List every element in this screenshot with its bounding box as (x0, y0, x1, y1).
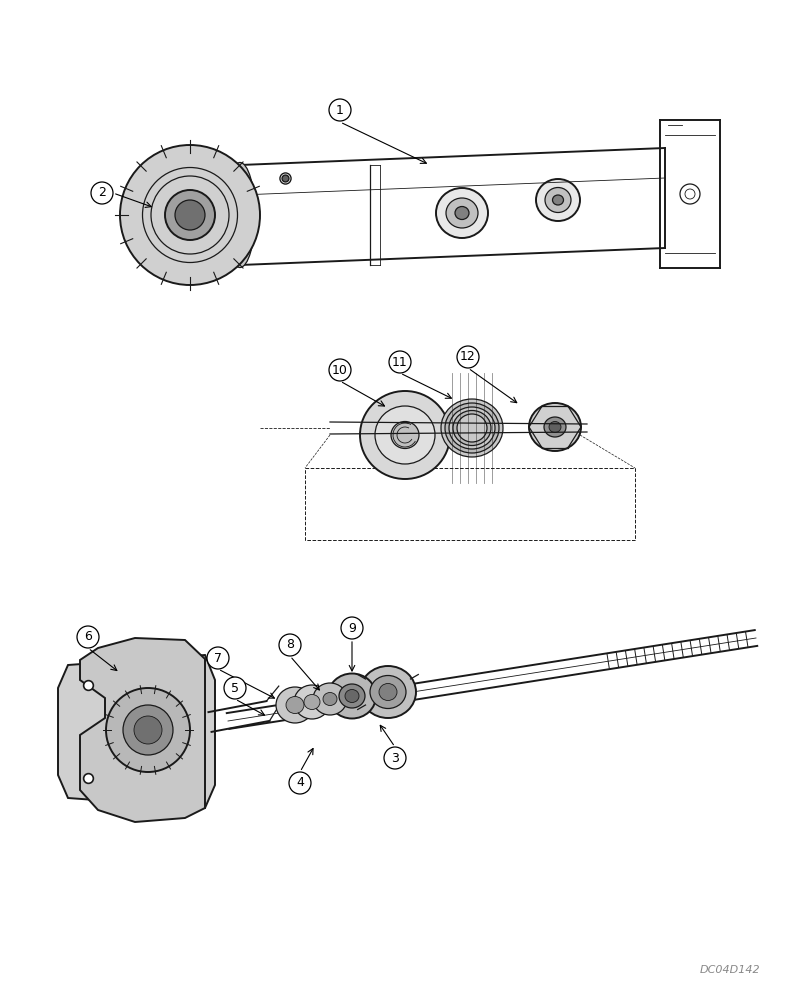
Text: 7: 7 (214, 652, 221, 664)
Text: 12: 12 (460, 351, 475, 363)
Ellipse shape (175, 200, 204, 230)
Ellipse shape (453, 410, 491, 446)
Circle shape (341, 617, 363, 639)
Text: 2: 2 (98, 186, 105, 200)
Circle shape (289, 772, 311, 794)
Polygon shape (58, 655, 215, 808)
Ellipse shape (106, 688, 190, 772)
Text: 3: 3 (391, 752, 398, 764)
Ellipse shape (122, 705, 173, 755)
Ellipse shape (359, 391, 449, 479)
Ellipse shape (551, 195, 563, 205)
Ellipse shape (165, 190, 215, 240)
Ellipse shape (312, 683, 346, 715)
Ellipse shape (303, 694, 320, 710)
Text: 8: 8 (285, 639, 294, 652)
Circle shape (279, 634, 301, 656)
Circle shape (77, 626, 99, 648)
Circle shape (328, 99, 350, 121)
Circle shape (328, 359, 350, 381)
Ellipse shape (440, 399, 502, 457)
Text: DC04D142: DC04D142 (698, 965, 759, 975)
Ellipse shape (391, 422, 418, 448)
Ellipse shape (285, 696, 303, 714)
Bar (305, 468, 634, 540)
Ellipse shape (528, 403, 581, 451)
Circle shape (388, 351, 410, 373)
Circle shape (224, 677, 246, 699)
Ellipse shape (328, 674, 375, 718)
Polygon shape (80, 638, 204, 822)
Ellipse shape (445, 198, 478, 228)
Ellipse shape (535, 179, 579, 221)
Ellipse shape (225, 162, 255, 267)
Ellipse shape (345, 690, 358, 702)
Circle shape (207, 647, 229, 669)
Text: 11: 11 (392, 356, 407, 368)
Ellipse shape (379, 684, 397, 700)
Ellipse shape (294, 685, 329, 719)
Ellipse shape (548, 422, 560, 432)
Ellipse shape (457, 414, 487, 442)
Ellipse shape (448, 407, 495, 449)
Text: 5: 5 (230, 682, 238, 694)
Text: 1: 1 (336, 104, 344, 117)
Ellipse shape (436, 188, 487, 238)
Ellipse shape (543, 417, 565, 437)
Ellipse shape (323, 692, 337, 706)
Text: 10: 10 (332, 363, 347, 376)
Circle shape (457, 346, 478, 368)
Ellipse shape (370, 676, 406, 708)
Ellipse shape (444, 403, 499, 453)
Ellipse shape (338, 684, 365, 708)
Text: 4: 4 (296, 776, 303, 789)
Circle shape (384, 747, 406, 769)
Ellipse shape (359, 666, 415, 718)
Text: 9: 9 (348, 621, 355, 635)
Ellipse shape (276, 687, 314, 723)
Ellipse shape (120, 145, 260, 285)
Ellipse shape (134, 716, 162, 744)
Ellipse shape (375, 406, 435, 464)
Ellipse shape (454, 207, 469, 220)
Circle shape (91, 182, 113, 204)
Ellipse shape (544, 188, 570, 213)
Text: 6: 6 (84, 631, 92, 644)
